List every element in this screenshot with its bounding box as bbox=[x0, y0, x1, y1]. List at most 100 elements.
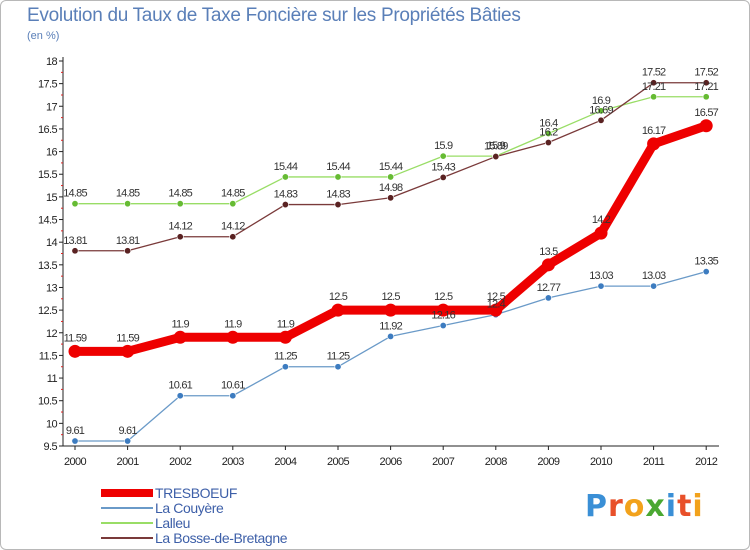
data-label-la-couyere: 10.61 bbox=[168, 380, 192, 392]
data-label-tresboeuf: 12.5 bbox=[381, 291, 400, 303]
y-tick-label: 12.5 bbox=[38, 305, 57, 317]
data-label-la-bosse-de-bretagne: 17.52 bbox=[694, 67, 718, 79]
logo-letter: o bbox=[623, 489, 646, 524]
data-point-tresboeuf bbox=[278, 330, 292, 344]
data-label-la-couyere: 10.61 bbox=[221, 380, 245, 392]
data-point-tresboeuf bbox=[173, 330, 187, 344]
y-tick-label: 15 bbox=[46, 192, 58, 204]
y-tick-label: 14 bbox=[46, 237, 58, 249]
x-tick-label: 2011 bbox=[643, 456, 665, 468]
legend-swatch-la-couyere bbox=[101, 506, 153, 509]
x-tick-label: 2003 bbox=[222, 456, 245, 468]
data-point-lalleu bbox=[71, 200, 79, 208]
x-tick-label: 2000 bbox=[64, 456, 87, 468]
data-label-lalleu: 15.9 bbox=[434, 140, 453, 152]
data-label-lalleu: 15.44 bbox=[379, 161, 403, 173]
data-label-la-couyere: 11.25 bbox=[274, 351, 297, 363]
data-label-la-bosse-de-bretagne: 15.43 bbox=[431, 161, 455, 173]
logo-letter: P bbox=[585, 489, 608, 524]
logo-letter: i bbox=[692, 489, 704, 524]
data-label-lalleu: 16.4 bbox=[539, 117, 558, 129]
data-label-tresboeuf: 12.5 bbox=[434, 291, 453, 303]
data-point-lalleu bbox=[334, 173, 342, 181]
data-label-la-couyere: 13.03 bbox=[589, 270, 613, 282]
data-point-tresboeuf bbox=[384, 303, 398, 317]
data-label-la-couyere: 13.35 bbox=[694, 256, 718, 268]
data-label-la-couyere: 9.61 bbox=[66, 425, 85, 437]
data-point-lalleu bbox=[281, 173, 289, 181]
data-point-lalleu bbox=[650, 93, 658, 101]
data-point-la-bosse-de-bretagne bbox=[387, 194, 395, 202]
data-point-lalleu bbox=[229, 200, 237, 208]
data-label-lalleu: 17.21 bbox=[694, 81, 718, 93]
data-point-tresboeuf bbox=[489, 303, 503, 317]
x-tick-label: 2012 bbox=[695, 456, 718, 468]
data-point-la-bosse-de-bretagne bbox=[650, 79, 658, 87]
chart-series-lines bbox=[68, 79, 713, 445]
data-point-tresboeuf bbox=[68, 344, 82, 358]
data-point-la-bosse-de-bretagne bbox=[492, 153, 500, 161]
data-label-lalleu: 16.9 bbox=[592, 95, 611, 107]
data-label-lalleu: 14.85 bbox=[168, 188, 192, 200]
legend-swatch-tresboeuf bbox=[101, 488, 153, 497]
data-label-la-couyere: 11.25 bbox=[327, 351, 350, 363]
data-label-la-bosse-de-bretagne: 16.69 bbox=[589, 104, 613, 116]
data-point-la-bosse-de-bretagne bbox=[334, 201, 342, 209]
data-point-lalleu bbox=[702, 93, 710, 101]
y-tick-label: 17.5 bbox=[38, 79, 57, 91]
data-point-la-couyere bbox=[650, 282, 658, 290]
data-point-la-couyere bbox=[702, 268, 710, 276]
y-tick-label: 18 bbox=[46, 56, 58, 68]
data-label-la-couyere: 12.16 bbox=[431, 310, 455, 322]
data-point-la-bosse-de-bretagne bbox=[71, 247, 79, 255]
data-label-la-bosse-de-bretagne: 14.83 bbox=[326, 189, 350, 201]
data-point-la-couyere bbox=[176, 392, 184, 400]
data-label-tresboeuf: 16.17 bbox=[642, 125, 666, 137]
chart-legend: TRESBOEUF La Couyère Lalleu La Bosse-de-Bre… bbox=[101, 485, 287, 546]
data-label-lalleu: 17.21 bbox=[642, 81, 666, 93]
data-point-la-bosse-de-bretagne bbox=[229, 233, 237, 241]
data-label-lalleu: 14.85 bbox=[63, 188, 87, 200]
x-tick-label: 2006 bbox=[380, 456, 403, 468]
y-tick-label: 15.5 bbox=[38, 169, 57, 181]
data-label-lalleu: 15.9 bbox=[487, 140, 506, 152]
y-tick-label: 11 bbox=[47, 373, 58, 385]
legend-item-lalleu: Lalleu bbox=[101, 514, 287, 531]
legend-swatch-lalleu bbox=[101, 521, 153, 524]
data-label-lalleu: 15.44 bbox=[274, 161, 298, 173]
chart-subtitle: (en %) bbox=[27, 30, 60, 42]
data-label-la-bosse-de-bretagne: 17.52 bbox=[642, 67, 666, 79]
y-tick-label: 13.5 bbox=[38, 260, 57, 272]
logo-letter: r bbox=[608, 489, 624, 524]
series-line-tresboeuf bbox=[70, 121, 711, 356]
data-point-tresboeuf bbox=[594, 226, 608, 240]
legend-label-lalleu: Lalleu bbox=[155, 514, 190, 531]
x-tick-label: 2005 bbox=[327, 456, 350, 468]
y-tick-label: 16.5 bbox=[38, 124, 57, 136]
logo-letter: x bbox=[645, 489, 666, 524]
data-label-tresboeuf: 11.59 bbox=[64, 332, 87, 344]
chart-axes: 9.5 10 10.5 11 11.5 12 12.5 13 13.5 14 14.5 15 15.5 1… bbox=[38, 56, 719, 468]
data-label-la-bosse-de-bretagne: 16.2 bbox=[539, 127, 558, 139]
data-label-la-couyere: 11.92 bbox=[379, 320, 402, 332]
chart-title: Evolution du Taux de Taxe Foncière sur l… bbox=[27, 5, 521, 26]
legend-item-tresboeuf: TRESBOEUF bbox=[101, 485, 287, 501]
y-tick-label: 11.5 bbox=[39, 350, 58, 362]
data-point-la-couyere bbox=[71, 437, 79, 445]
y-tick-label: 13 bbox=[46, 282, 58, 294]
data-point-la-couyere bbox=[229, 392, 237, 400]
data-point-tresboeuf bbox=[541, 258, 555, 272]
x-tick-label: 2007 bbox=[432, 456, 455, 468]
data-point-la-couyere bbox=[387, 332, 395, 340]
data-point-lalleu bbox=[544, 129, 552, 137]
y-tick-label: 14.5 bbox=[38, 215, 57, 227]
data-label-tresboeuf: 13.5 bbox=[539, 246, 558, 258]
data-point-la-bosse-de-bretagne bbox=[597, 116, 605, 124]
data-point-lalleu bbox=[439, 152, 447, 160]
x-tick-label: 2008 bbox=[485, 456, 508, 468]
data-point-la-couyere bbox=[439, 322, 447, 330]
data-label-la-bosse-de-bretagne: 14.12 bbox=[221, 221, 245, 233]
proxiti-logo: Proxiti bbox=[585, 489, 704, 524]
